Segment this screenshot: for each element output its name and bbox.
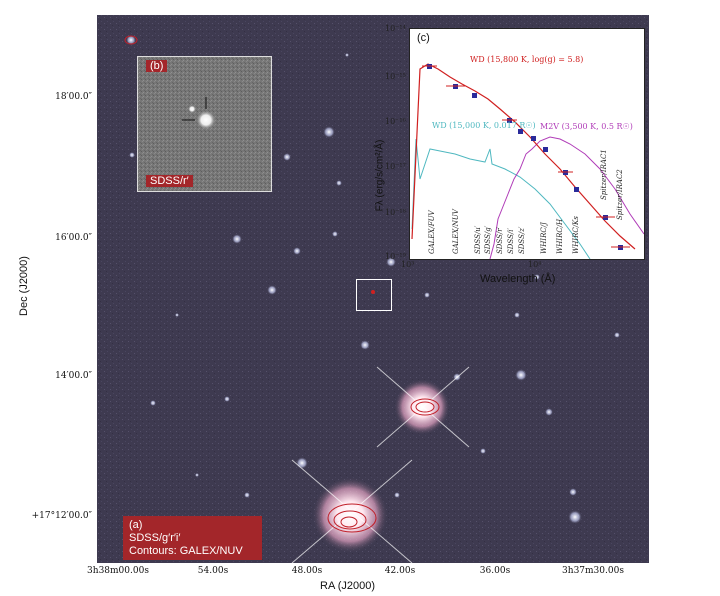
sed-plot [409,28,645,260]
band-label: SDSS/r′ [496,226,504,254]
band-label: SDSS/i′ [507,227,515,254]
ra-tick: 48.00s [291,566,323,576]
wd-cyan-model-label: WD (15,000 K, 0.017 R☉) [432,121,536,130]
inset-b-zoom: (b) SDSS/r′ [137,56,272,192]
band-label: GALEX/FUV [428,210,436,254]
target-marker-box [356,279,392,311]
sed-ytick: 10⁻¹⁹ [385,252,406,261]
ra-tick: 3h37m30.00s [562,566,624,576]
ra-tick: 36.00s [479,566,511,576]
band-label: GALEX/NUV [452,209,460,254]
ra-tick: 42.00s [384,566,416,576]
ra-tick: 3h38m00.00s [87,566,149,576]
panel-b-filter: SDSS/r′ [146,175,193,187]
band-label: Spitzer/IRAC1 [600,149,608,200]
dec-tick: 14′00.0″ [55,371,92,381]
band-label: WHIRC/H [556,218,564,254]
panel-a-filters: SDSS/g′r′i′ [129,532,181,544]
band-label: SDSS/z′ [518,226,526,254]
sed-xtick: 10⁴ [528,260,542,269]
zoom-image [138,57,271,191]
band-label: SDSS/u′ [474,225,482,254]
dec-tick: 16′00.0″ [55,233,92,243]
band-label: SDSS/g′ [484,225,492,254]
panel-a-caption: (a) SDSS/g′r′i′ Contours: GALEX/NUV [123,516,262,560]
wd-cyan-model-line [411,138,591,259]
sed-ytick: 10⁻¹⁶ [385,117,406,126]
panel-b-tag: (b) [146,60,168,72]
m2v-model-label: M2V (3,500 K, 0.5 R☉) [540,122,633,131]
sed-ytick: 10⁻¹⁷ [385,162,406,171]
panel-a-tag: (a) [129,519,143,531]
m2v-magenta-model-line [489,136,644,259]
sed-xlabel: Wavelength (Å) [480,273,556,285]
wd-red-model-line [411,63,636,250]
ra-tick: 54.00s [197,566,229,576]
sed-ytick: 10⁻¹⁴ [385,24,406,33]
panel-c-tag: (c) [417,32,430,44]
band-label: Spitzer/IRAC2 [616,169,624,220]
sed-plot-area [411,63,644,259]
sed-ytick: 10⁻¹⁵ [385,72,406,81]
dec-tick: +17°12′00.0″ [31,511,92,521]
wd-red-model-label: WD (15,800 K, log(g) = 5.8) [470,55,584,64]
dec-axis-label: Dec (J2000) [17,256,30,316]
dec-tick: 18′00.0″ [55,92,92,102]
sed-ytick: 10⁻¹⁸ [385,208,406,217]
band-label: WHIRC/J [540,222,548,254]
sed-xtick: 10³ [401,260,415,269]
panel-a-contours: Contours: GALEX/NUV [129,545,243,557]
band-label: WHIRC/Ks [572,216,580,254]
sed-ylabel: Fλ (erg/s/cm²/Å) [374,139,386,212]
ra-axis-label: RA (J2000) [320,580,376,592]
